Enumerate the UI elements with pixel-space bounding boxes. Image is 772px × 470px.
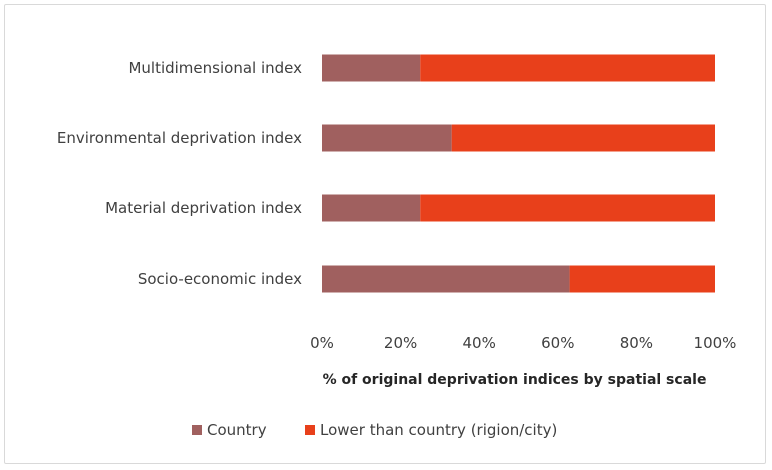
legend-swatch-country: [192, 425, 202, 435]
bar-country-2: [322, 124, 452, 152]
x-tick-label: 80%: [620, 334, 653, 352]
bar-country-1: [322, 54, 421, 82]
x-axis-title: % of original deprivation indices by spa…: [323, 372, 707, 388]
x-tick-labels: 0% 20% 40% 60% 80% 100%: [310, 334, 736, 352]
bar-lower-than-country-4: [569, 265, 715, 293]
category-labels: Multidimensional index Environmental depr…: [57, 59, 302, 288]
x-tick-label: 40%: [463, 334, 496, 352]
bar-country-4: [322, 265, 570, 293]
legend-label-lower-than-country: Lower than country (rigion/city): [320, 421, 557, 439]
bars-group: [322, 54, 715, 293]
bar-lower-than-country-2: [451, 124, 715, 152]
category-label: Multidimensional index: [128, 59, 302, 77]
category-label: Socio-economic index: [138, 270, 302, 288]
bar-lower-than-country-3: [420, 194, 715, 222]
category-label: Environmental deprivation index: [57, 129, 302, 147]
category-label: Material deprivation index: [105, 199, 302, 217]
chart-frame: [4, 4, 766, 464]
legend-label-country: Country: [207, 421, 267, 439]
bar-lower-than-country-1: [420, 54, 715, 82]
x-tick-label: 20%: [384, 334, 417, 352]
x-tick-label: 0%: [310, 334, 334, 352]
bar-country-3: [322, 194, 421, 222]
legend-swatch-lower-than-country: [305, 425, 315, 435]
x-tick-label: 60%: [541, 334, 574, 352]
legend: Country Lower than country (rigion/city): [192, 421, 557, 439]
x-tick-label: 100%: [694, 334, 737, 352]
